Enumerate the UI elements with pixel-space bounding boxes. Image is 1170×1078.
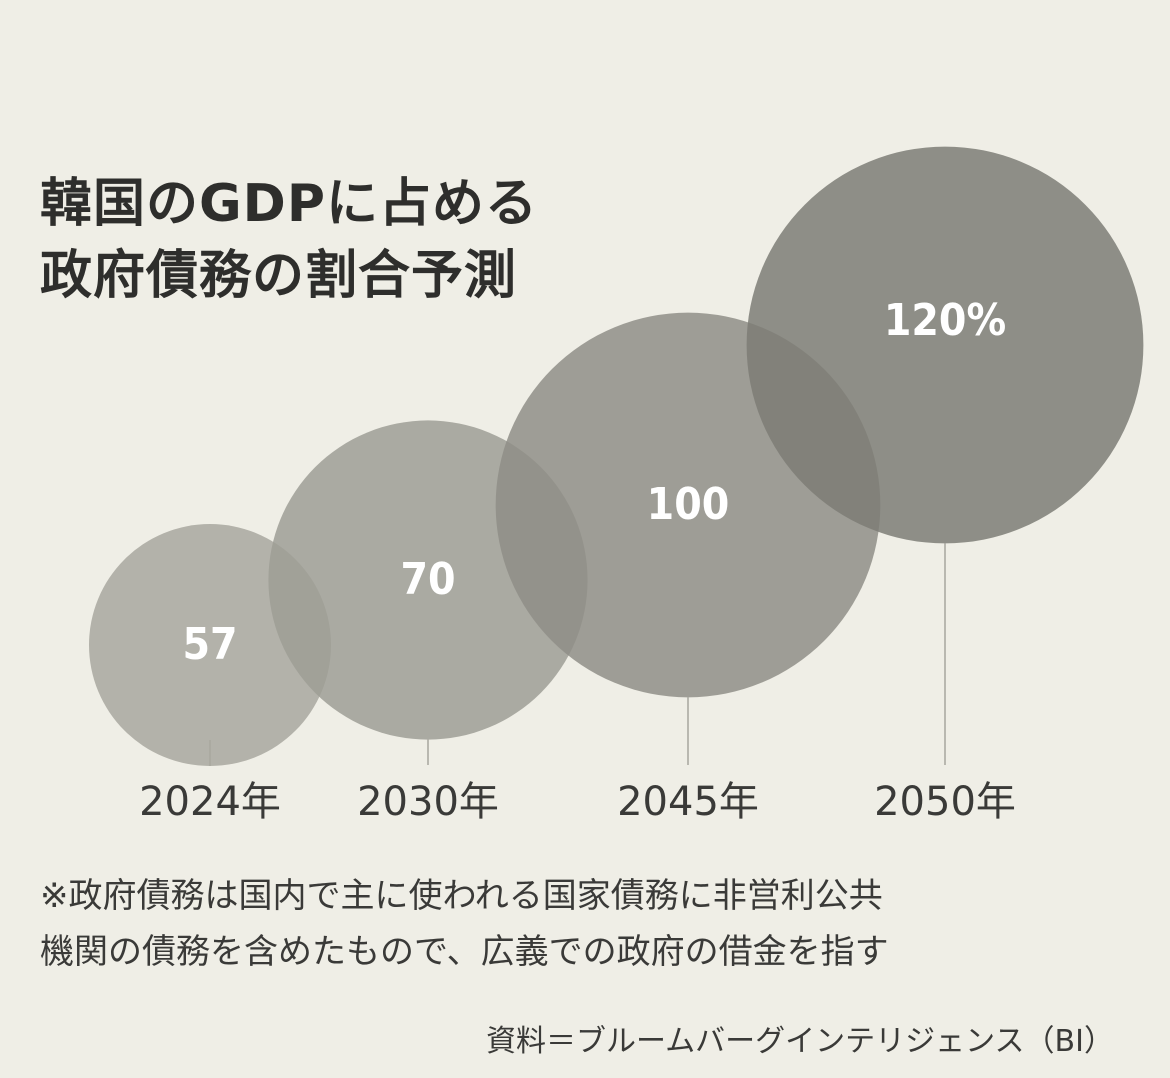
category-label: 2050年 — [874, 779, 1016, 825]
footnote-line-2: 機関の債務を含めたもので、広義での政府の借金を指す — [40, 932, 889, 972]
source-credit: 資料＝ブルームバーグインテリジェンス（BI） — [486, 1024, 1114, 1059]
footnote: ※政府債務は国内で主に使われる国家債務に非営利公共 機関の債務を含めたもので、広… — [40, 868, 1140, 980]
bubble-chart: 57 2024年 70 2030年 100 2045年 120% 2050年 — [89, 146, 1144, 825]
category-label: 2024年 — [139, 779, 281, 825]
data-label: 70 — [400, 554, 455, 605]
chart-title: 韓国のGDPに占める 政府債務の割合予測 — [40, 168, 538, 312]
data-label: 100 — [647, 479, 730, 530]
data-label: 120% — [884, 295, 1006, 346]
chart-title-line-1: 韓国のGDPに占める — [40, 174, 538, 234]
data-label: 57 — [182, 619, 237, 670]
category-label: 2045年 — [617, 779, 759, 825]
footnote-line-1: ※政府債務は国内で主に使われる国家債務に非営利公共 — [40, 876, 883, 916]
chart-title-line-2: 政府債務の割合予測 — [40, 246, 518, 306]
bubble-2050年 — [746, 146, 1144, 544]
category-label: 2030年 — [357, 779, 499, 825]
